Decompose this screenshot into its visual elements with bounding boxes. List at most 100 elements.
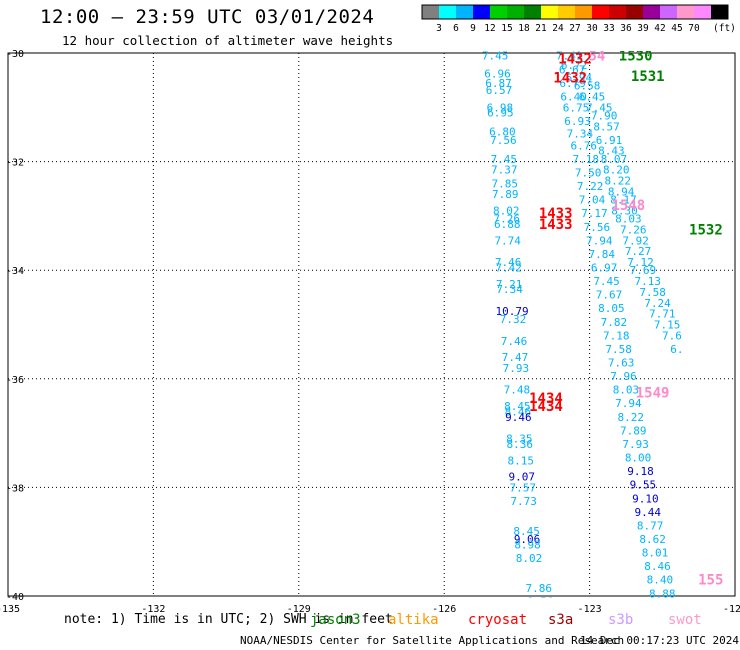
lon-tick-label: -129	[287, 604, 311, 615]
colorbar: 3 6 9 12 15 18 21 24 27 30 33 36 39 42 45 70 (ft)	[421, 4, 736, 34]
wave-height-value: 7.45	[491, 153, 518, 166]
chart-title: 12:00 – 23:59 UTC 03/01/2024	[40, 6, 375, 28]
wave-height-value: 8.30	[611, 204, 638, 217]
colorbar-unit: (ft)	[713, 23, 736, 34]
wave-height-value: 7.74	[494, 234, 521, 247]
colorbar-tick-label: 18	[518, 23, 530, 34]
wave-height-value: 6.98	[487, 101, 514, 114]
wave-height-value: 8.46	[644, 560, 671, 573]
colorbar-tick-label: 33	[603, 23, 614, 34]
colorbar-tick-label: 12	[484, 23, 495, 34]
wave-height-value: 7.24	[644, 297, 671, 310]
footer-timestamp: 14 Dec 00:17:23 UTC 2024	[580, 634, 739, 647]
wave-height-value: 6.57	[486, 84, 513, 97]
colorbar-swatch	[660, 5, 677, 19]
wave-height-value: 9.06	[514, 533, 541, 546]
wave-height-value: 7.56	[490, 134, 517, 147]
wave-height-value: 7.57	[509, 481, 536, 494]
wave-height-value: 9.44	[635, 506, 662, 519]
wave-height-value: 8.57	[593, 120, 620, 133]
legend-satellite-altika: altika	[388, 612, 439, 628]
wave-height-value: 9.18	[627, 465, 654, 478]
colorbar-tick-label: 3	[436, 23, 442, 34]
wave-height-value: 7.27	[625, 245, 652, 258]
colorbar-swatch	[422, 5, 439, 19]
wave-height-value: 6.95	[487, 107, 514, 120]
wave-height-value: 7.13	[635, 275, 662, 288]
wave-height-value: 6.75	[563, 101, 590, 114]
pass-time-label: 1434	[529, 391, 563, 407]
wave-height-value: 10.79	[495, 305, 528, 318]
pass-time-label: 1434	[529, 399, 563, 415]
wave-height-value: 6.40	[560, 90, 587, 103]
wave-height-value: 7.92	[622, 234, 649, 247]
colorbar-tick-label: 30	[586, 23, 598, 34]
wave-height-value: 7.41	[556, 50, 583, 63]
wave-height-value: 8.07	[601, 153, 628, 166]
legend-satellite-swot: swot	[668, 612, 702, 628]
legend-satellite-cryosat: cryosat	[468, 612, 528, 628]
wave-height-value: 6.96	[484, 68, 511, 81]
wave-height-value: 7.32	[500, 313, 527, 326]
wave-height-value: 7.46	[495, 256, 522, 269]
wave-height-value: 7.18	[572, 153, 599, 166]
wave-height-value: 8.02	[493, 204, 520, 217]
wave-height-value: 7.21	[496, 278, 523, 291]
wave-height-value: 8.15	[508, 454, 535, 467]
colorbar-tick-label: 27	[569, 23, 580, 34]
wave-height-value: 7.34	[496, 283, 523, 296]
wave-height-value: 8.35	[506, 433, 533, 446]
wave-height-value: 7.69	[630, 264, 657, 277]
chart-subtitle: 12 hour collection of altimeter wave hei…	[62, 33, 394, 48]
wave-height-value: 6.58	[574, 80, 601, 93]
pass-time-label: 1531	[631, 69, 665, 85]
wave-height-value: 7.58	[605, 343, 632, 356]
wave-height-value: 6.87	[485, 77, 512, 90]
colorbar-tick-label: 70	[688, 23, 700, 34]
wave-height-value: 6.88	[494, 218, 521, 231]
wave-height-value: 7.89	[620, 424, 647, 437]
wave-height-value: 9.07	[508, 471, 535, 484]
wave-height-value: 6.	[670, 343, 683, 356]
colorbar-swatch	[643, 5, 660, 19]
wave-height-value: 6.97	[591, 261, 618, 274]
wave-height-value: 8.02	[516, 552, 543, 565]
wave-height-value: 6.76	[571, 139, 598, 152]
wave-height-value: 6.80	[489, 126, 516, 139]
colorbar-tick-label: 9	[470, 23, 476, 34]
wave-height-value: 7.26	[493, 213, 520, 226]
colorbar-swatch	[524, 5, 541, 19]
colorbar-swatch	[456, 5, 473, 19]
colorbar-swatch	[609, 5, 626, 19]
wave-height-value: 7.46	[501, 335, 528, 348]
colorbar-swatch	[473, 5, 490, 19]
wave-height-value: 8.46	[505, 405, 532, 418]
colorbar-tick-label: 21	[535, 23, 547, 34]
wave-height-value: 7.17	[581, 207, 608, 220]
wave-height-value: 8.45	[513, 525, 540, 538]
wave-height-value: 7.63	[608, 357, 635, 370]
pass-time-label: 1549	[636, 385, 670, 401]
footer-credit: NOAA/NESDIS Center for Satellite Applica…	[240, 634, 625, 647]
wave-height-value: 7.12	[627, 256, 654, 269]
wave-height-value: 8.03	[613, 384, 640, 397]
lat-tick-label: -34	[6, 266, 24, 277]
legend-satellite-s3a: s3a	[548, 612, 574, 628]
colorbar-tick-label: 24	[552, 23, 564, 34]
wave-height-value: 8.20	[603, 164, 630, 177]
wave-height-value: 7.45	[482, 50, 509, 63]
wave-height-value: 8.45	[504, 400, 531, 413]
wave-height-value: 8.22	[604, 175, 631, 188]
colorbar-tick-label: 6	[453, 23, 459, 34]
wave-height-value: 8.77	[637, 519, 664, 532]
wave-height-value: 7.34	[567, 127, 594, 140]
colorbar-tick-label: 39	[637, 23, 649, 34]
legend-satellite-jason3: jason3	[310, 612, 361, 628]
colorbar-swatch	[541, 5, 558, 19]
wave-height-value: 6.67	[559, 63, 586, 76]
wave-height-value: 7.45	[593, 275, 620, 288]
wave-height-value: 9.10	[632, 492, 659, 505]
wave-height-value: 7.45	[586, 101, 613, 114]
colorbar-tick-label: 15	[501, 23, 512, 34]
wave-height-value: 6.93	[564, 115, 591, 128]
